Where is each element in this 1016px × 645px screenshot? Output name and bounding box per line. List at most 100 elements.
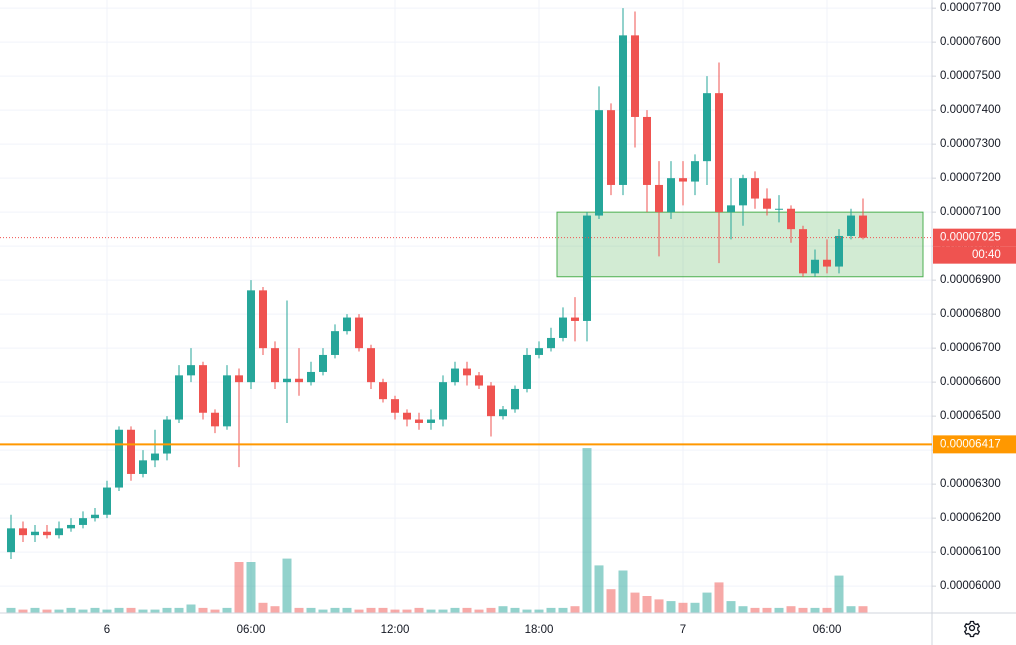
volume-bar [426,609,436,613]
volume-bar [726,601,736,613]
candle-body [223,375,231,427]
candle-body [631,35,639,117]
volume-bar [558,607,568,613]
candle-body [391,399,399,413]
volume-bar [102,609,112,613]
price-label: 0.00007025 [940,232,1001,244]
candle-body [511,388,519,410]
x-tick-label: 7 [680,624,686,636]
volume-bar [822,607,832,613]
x-tick-label: 06:00 [813,624,842,636]
volume-bar [258,602,268,613]
volume-bar [186,604,196,613]
candle-body [367,348,375,383]
volume-bar [450,607,460,613]
plot [0,0,932,613]
x-tick-label: 6 [104,624,110,636]
volume-bar [54,609,64,613]
volume-bar [162,607,172,613]
volume-bar [774,607,784,613]
candle-body [295,378,303,383]
volume-bar [18,609,28,613]
volume-bar [630,592,640,613]
volume-bar [762,607,772,613]
candle-body [727,205,735,213]
volume-bar [342,607,352,613]
volume-bar [306,607,316,613]
candle-body [559,317,567,338]
y-tick-label: 0.00007300 [940,138,1001,150]
candle-body [175,375,183,420]
candle-body [715,93,723,213]
volume-bar [594,565,604,613]
volume-bar [582,448,592,613]
candle-body [439,382,447,420]
volume-bar [462,607,472,613]
volume-bar [330,607,340,613]
candle-body [451,368,459,383]
volume-bar [474,609,484,613]
x-tick-label: 12:00 [381,624,410,636]
volume-bar [318,609,328,613]
candle-body [187,365,195,376]
volume-bar [750,607,760,613]
candle-body [7,528,15,553]
volume-bar [702,592,712,613]
candle-body [775,208,783,210]
candle-body [847,215,855,236]
y-tick-label: 0.00006200 [940,512,1001,524]
candle-body [607,110,615,185]
volume-bar [810,607,820,613]
candle-body [415,419,423,423]
candle-body [547,337,555,349]
volume-bar [486,607,496,613]
candle-body [127,429,135,474]
volume-bar [222,607,232,613]
volume-bar [390,609,400,613]
candle-body [619,35,627,185]
candle-body [319,354,327,372]
candle-body [259,290,267,349]
candle-body [103,487,111,515]
volume-bar [402,609,412,613]
volume-bar [246,562,256,613]
candle-body [811,259,819,274]
candle-body [499,409,507,417]
volume-bar [90,607,100,613]
y-tick-label: 0.00006500 [940,410,1001,422]
candle-body [487,385,495,417]
candle-body [403,412,411,420]
volume-bar [366,607,376,613]
candle-body [331,331,339,355]
candle-body [691,161,699,182]
x-tick-label: 06:00 [237,624,266,636]
volume-bar [846,606,856,613]
candle-body [139,460,147,474]
volume-bar [270,606,280,613]
y-tick-label: 0.00006900 [940,274,1001,286]
volume-bar [114,607,124,613]
candle-body [199,365,207,413]
volume-bar [438,609,448,613]
countdown-box [933,246,1016,264]
volume-bar [570,606,580,613]
candle-body [643,116,651,185]
volume-bar [678,602,688,613]
candle-body [151,453,159,461]
volume-bar [606,589,616,613]
candle-body [43,531,51,536]
settings-icon[interactable] [963,620,981,638]
volume-bar [6,607,16,613]
candle-body [271,348,279,383]
countdown: 00:40 [972,249,1001,261]
y-tick-label: 0.00006600 [940,376,1001,388]
y-tick-label: 0.00006000 [940,580,1001,592]
candle-body [427,419,435,423]
candle-body [703,93,711,162]
volume-bar [210,609,220,613]
candle-body [571,317,579,321]
candle-body [535,348,543,355]
volume-bar [294,607,304,613]
volume-bar [666,601,676,613]
y-tick-label: 0.00006700 [940,342,1001,354]
